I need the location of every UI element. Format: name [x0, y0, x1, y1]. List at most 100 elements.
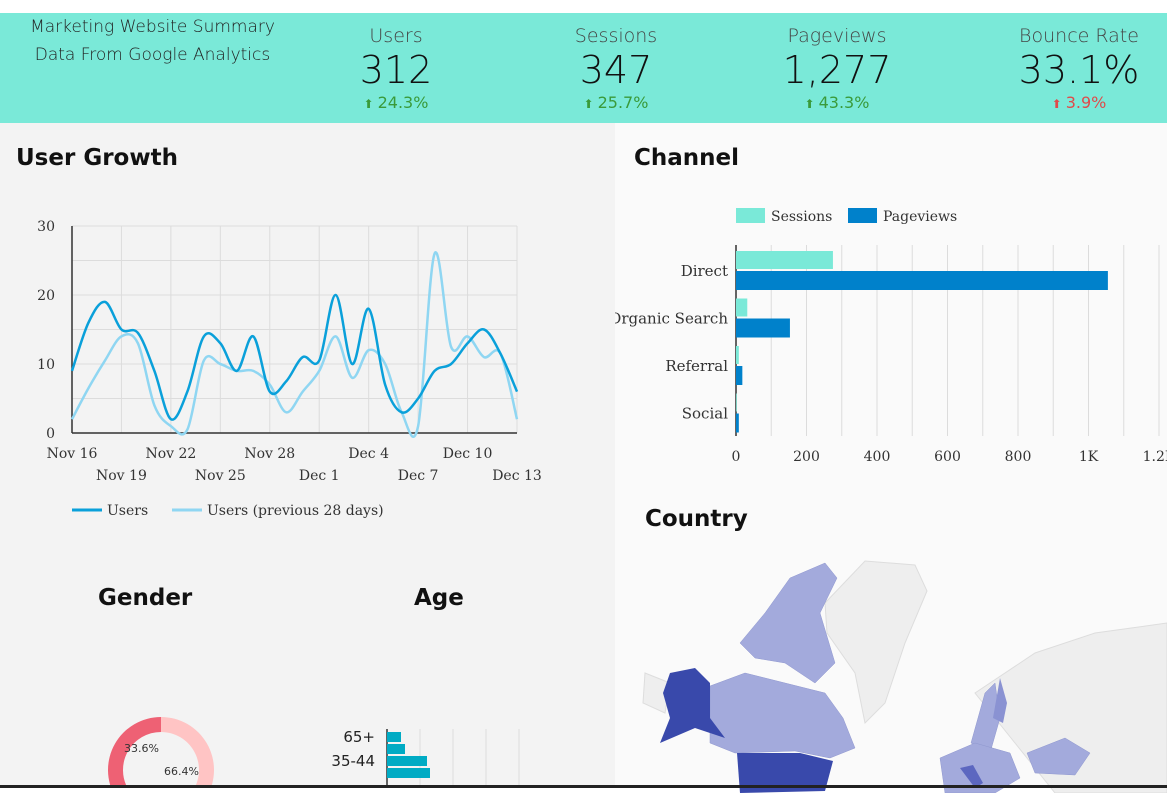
kpi-value: 347	[579, 48, 653, 92]
category-label: Direct	[681, 262, 728, 280]
kpi-label: Bounce Rate	[1019, 25, 1139, 47]
category-label: Referral	[665, 357, 728, 375]
x-tick-label: Dec 7	[398, 468, 439, 484]
arrow-up-icon: ⬆	[583, 97, 594, 111]
gender-donut-chart: 33.6% 66.4% 65+ 35-44	[108, 717, 520, 785]
map-other	[642, 672, 671, 714]
donut-slice	[108, 717, 161, 785]
x-tick-label: Dec 4	[348, 446, 389, 462]
left-panel: User Growth 0 10 20 30 Nov 16 Nov 19 Nov 22 Nov…	[0, 123, 615, 785]
category-label: Organic Search	[615, 310, 728, 328]
x-tick-label: Nov 25	[195, 468, 246, 484]
channel-chart: 0 200 400 600 800 1K 1.2K Direct Organic Search R…	[615, 208, 1167, 465]
user-growth-title: User Growth	[16, 145, 178, 171]
country-map[interactable]	[615, 543, 1167, 793]
taskbar	[0, 785, 1167, 788]
y-tick-label: 30	[37, 219, 55, 235]
kpi-change-value: 3.9%	[1065, 93, 1107, 112]
report-subtitle: Data From Google Analytics	[34, 45, 271, 65]
kpi-label: Sessions	[574, 25, 658, 47]
kpi-change: ⬆ 25.7%	[516, 93, 716, 112]
country-title: Country	[645, 506, 748, 532]
map-usa	[737, 753, 833, 793]
kpi-value: 1,277	[782, 48, 892, 92]
kpi-change: ⬆ 43.3%	[737, 93, 937, 112]
y-tick-label: 0	[46, 426, 55, 442]
kpi-label: Users	[369, 25, 423, 47]
x-tick-label: 400	[864, 449, 891, 465]
kpi-value: 312	[359, 48, 433, 92]
x-tick-label: Nov 28	[244, 446, 295, 462]
y-tick-label: 20	[37, 288, 55, 304]
channel-title: Channel	[634, 145, 740, 171]
x-tick-label: Dec 10	[443, 446, 493, 462]
map-greenland	[824, 560, 928, 725]
bar-pageviews	[736, 366, 743, 385]
slice-label: 33.6%	[124, 742, 159, 755]
age-title: Age	[414, 585, 464, 611]
legend-label: Users	[107, 503, 148, 519]
age-bar	[387, 732, 401, 742]
category-label: Social	[682, 405, 728, 423]
age-label: 35-44	[331, 752, 375, 770]
kpi-sessions: Sessions 347 ⬆ 25.7%	[516, 25, 716, 112]
legend-label: Users (previous 28 days)	[207, 503, 384, 519]
map-kazakhstan	[1026, 737, 1091, 776]
bar-pageviews	[736, 271, 1108, 290]
kpi-change-value: 43.3%	[818, 93, 870, 112]
bar-sessions	[736, 346, 739, 364]
series-line-users-previous	[70, 251, 519, 438]
y-tick-label: 10	[37, 357, 55, 373]
age-bar	[387, 744, 405, 754]
arrow-up-icon: ⬆	[1051, 97, 1062, 111]
map-canada-arctic	[739, 562, 838, 684]
gender-title: Gender	[98, 585, 193, 611]
kpi-users: Users 312 ⬆ 24.3%	[296, 25, 496, 112]
series-line-users	[70, 293, 519, 421]
kpi-change-value: 24.3%	[377, 93, 429, 112]
age-bar	[387, 768, 430, 778]
bar-sessions	[736, 298, 748, 317]
bar-pageviews	[736, 318, 790, 338]
age-bar	[387, 756, 427, 766]
report-title: Marketing Website Summary	[30, 17, 275, 37]
x-tick-label: 800	[1005, 449, 1032, 465]
arrow-up-icon: ⬆	[363, 97, 374, 111]
kpi-change: ⬆ 3.9%	[979, 93, 1167, 112]
right-panel: Channel 0 200 400 600 800 1K 1.2K Direct Organic…	[615, 123, 1167, 793]
slice-label: 66.4%	[164, 765, 199, 778]
kpi-pageviews: Pageviews 1,277 ⬆ 43.3%	[737, 25, 937, 112]
x-tick-label: Nov 19	[96, 468, 147, 484]
arrow-up-icon: ⬆	[804, 97, 815, 111]
summary-banner: Marketing Website Summary Data From Goog…	[0, 13, 1167, 123]
map-russia	[974, 622, 1167, 793]
legend-label: Pageviews	[883, 209, 957, 225]
donut-slice	[161, 717, 214, 785]
kpi-label: Pageviews	[787, 25, 887, 47]
map-finland	[993, 678, 1007, 723]
x-tick-label: Nov 22	[145, 446, 196, 462]
map-canada	[709, 672, 856, 759]
x-tick-label: 0	[732, 449, 741, 465]
legend-label: Sessions	[771, 209, 832, 225]
kpi-value: 33.1%	[1018, 48, 1140, 92]
x-tick-label: Dec 13	[492, 468, 542, 484]
map-alaska	[660, 668, 725, 743]
map-europe	[939, 742, 1021, 793]
x-tick-label: 1.2K	[1143, 449, 1167, 465]
kpi-change: ⬆ 24.3%	[296, 93, 496, 112]
bar-sessions	[736, 393, 737, 412]
x-tick-label: Dec 1	[299, 468, 340, 484]
bar-pageviews	[736, 413, 739, 433]
age-label: 65+	[343, 728, 375, 746]
kpi-bounce-rate: Bounce Rate 33.1% ⬆ 3.9%	[979, 25, 1167, 112]
legend-swatch	[848, 208, 877, 223]
kpi-change-value: 25.7%	[597, 93, 649, 112]
x-tick-label: 600	[934, 449, 961, 465]
x-tick-label: 1K	[1079, 449, 1099, 465]
legend-swatch	[736, 208, 765, 223]
x-tick-label: Nov 16	[47, 446, 98, 462]
x-tick-label: 200	[793, 449, 820, 465]
map-italy	[960, 765, 983, 788]
